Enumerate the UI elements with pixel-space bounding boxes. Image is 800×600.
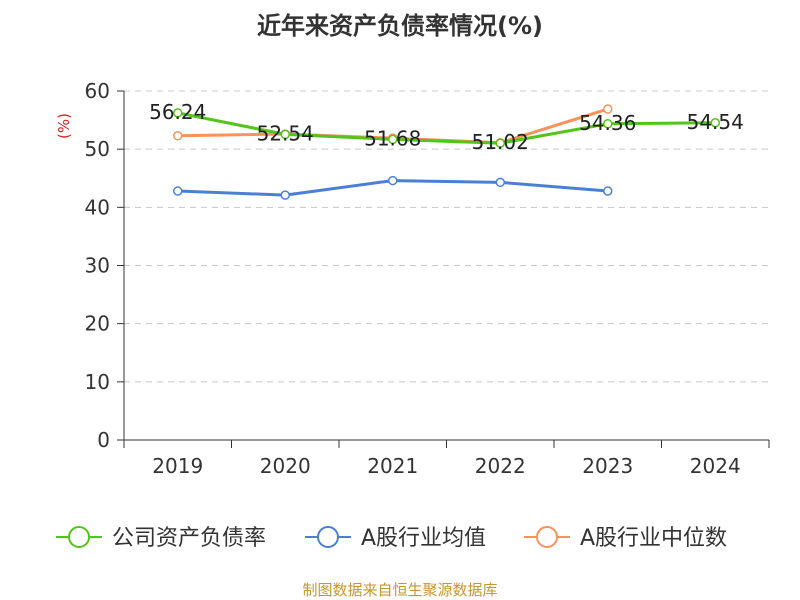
data-point [710,118,720,128]
data-point [280,129,290,140]
chart-title: 近年来资产负债率情况(%) [257,12,543,40]
y-tick-label: 20 [85,312,110,336]
y-tick-label: 40 [85,195,110,219]
x-tick-label: 2022 [475,454,526,478]
x-tick-label: 2021 [367,454,418,478]
data-point [388,175,398,186]
series-line [177,111,716,145]
data-point [388,134,398,145]
data-point [280,190,290,200]
legend-label: A股行业中位数 [580,526,727,551]
y-tick-label: 0 [97,428,110,452]
legend-label: A股行业均值 [361,526,486,551]
data-point [603,186,613,196]
y-tick-label: 60 [85,79,110,103]
x-tick-label: 2023 [582,454,633,478]
data-point [603,104,613,114]
axis-layer: 0 10 20 30 40 50 60 2019 2020 2021 2022 2023 2024 [85,79,770,478]
data-label: 52.54 [257,121,314,145]
data-point [173,108,183,118]
series-layer [173,104,720,200]
y-tick-label: 50 [85,137,110,161]
data-point [173,186,183,196]
data-point [495,138,505,148]
x-tick-label: 2019 [152,454,203,478]
legend-label: 公司资产负债率 [112,526,266,551]
data-source-note: 制图数据来自恒生聚源数据库 [302,581,498,599]
legend-marker-icon [68,526,90,548]
legend-marker-icon [317,526,339,548]
data-label: 51.02 [472,130,529,154]
data-point [603,119,613,129]
data-label: 56.24 [149,100,206,124]
label-layer: 56.24 52.54 51.68 51.02 54.36 54.54 [149,100,744,154]
y-tick-label: 10 [85,370,110,394]
x-tick-label: 2020 [260,454,311,478]
data-label: 54.36 [579,111,636,135]
y-tick-label: 30 [85,254,110,278]
data-label: 51.68 [364,126,421,150]
data-point [495,177,505,188]
legend-marker-icon [536,526,558,548]
legend: 公司资产负债率 A股行业均值 A股行业中位数 [56,526,727,551]
data-label: 54.54 [687,110,744,134]
grid-layer [124,90,769,383]
x-tick-label: 2024 [690,454,741,478]
y-axis-unit: (%) [55,113,73,139]
data-point [173,131,183,141]
